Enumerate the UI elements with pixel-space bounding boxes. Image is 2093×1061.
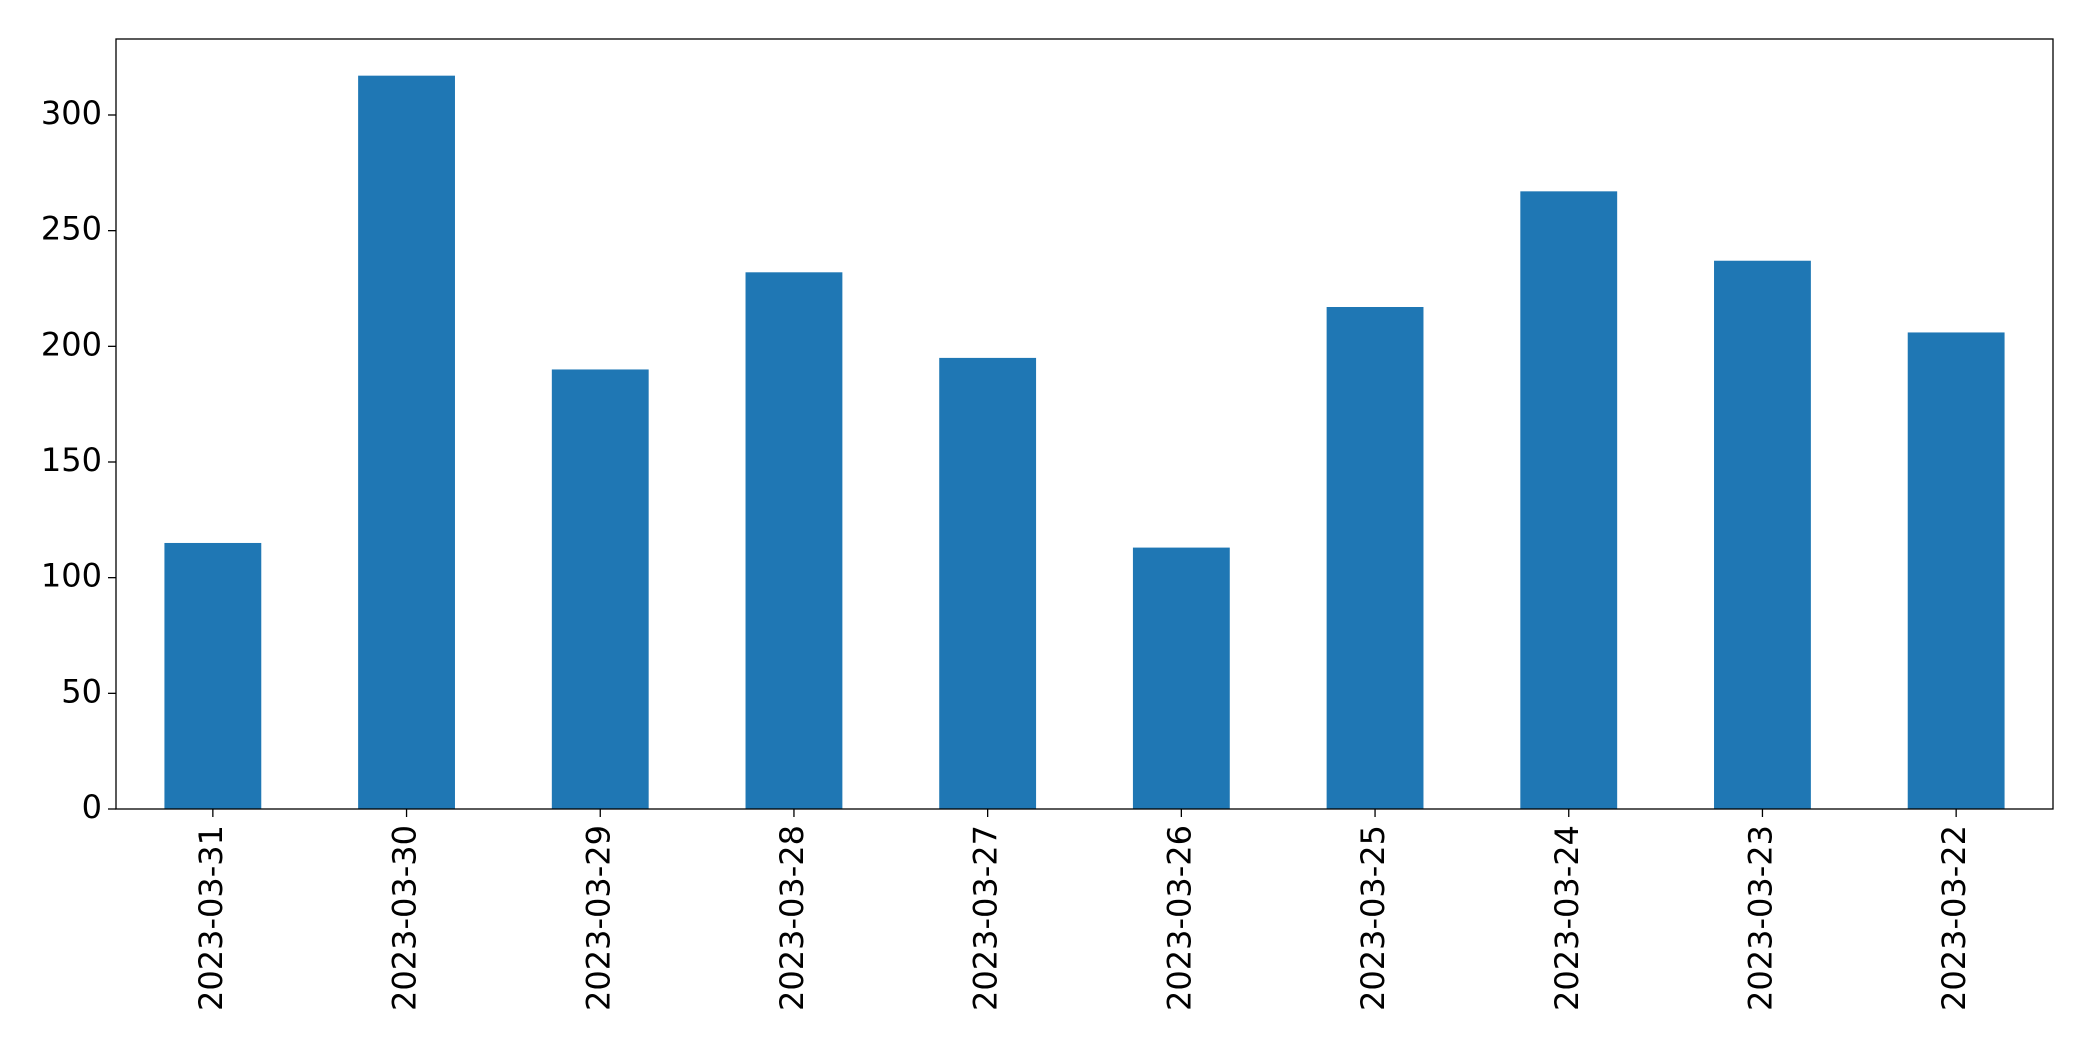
x-tick-label: 2023-03-23 [1741, 825, 1779, 1011]
y-tick-label: 250 [41, 210, 102, 248]
x-tick-label: 2023-03-28 [773, 825, 811, 1011]
x-tick-label: 2023-03-27 [967, 825, 1005, 1011]
x-tick-label: 2023-03-25 [1354, 825, 1392, 1011]
x-tick-label: 2023-03-22 [1935, 825, 1973, 1011]
y-tick-label: 150 [41, 441, 102, 479]
x-tick-label: 2023-03-31 [192, 825, 230, 1011]
bar [939, 357, 1037, 809]
bar [358, 75, 455, 809]
x-tick-label: 2023-03-29 [579, 825, 617, 1011]
x-tick-label: 2023-03-26 [1160, 825, 1198, 1011]
bar [1520, 191, 1618, 810]
y-tick-label: 300 [41, 94, 102, 132]
bar [1326, 307, 1424, 809]
bar [745, 272, 843, 810]
y-tick-label: 0 [82, 788, 102, 826]
bar [1907, 332, 2005, 809]
y-tick-label: 50 [61, 672, 102, 710]
plot-frame [115, 38, 2054, 810]
y-tick-label: 200 [41, 325, 102, 363]
x-tick-label: 2023-03-24 [1548, 825, 1586, 1011]
bar [551, 369, 649, 809]
x-tick-label: 2023-03-30 [386, 825, 424, 1011]
bar [1714, 260, 1811, 810]
y-tick-label: 100 [41, 557, 102, 595]
bar [1132, 547, 1230, 809]
bar [164, 542, 262, 809]
